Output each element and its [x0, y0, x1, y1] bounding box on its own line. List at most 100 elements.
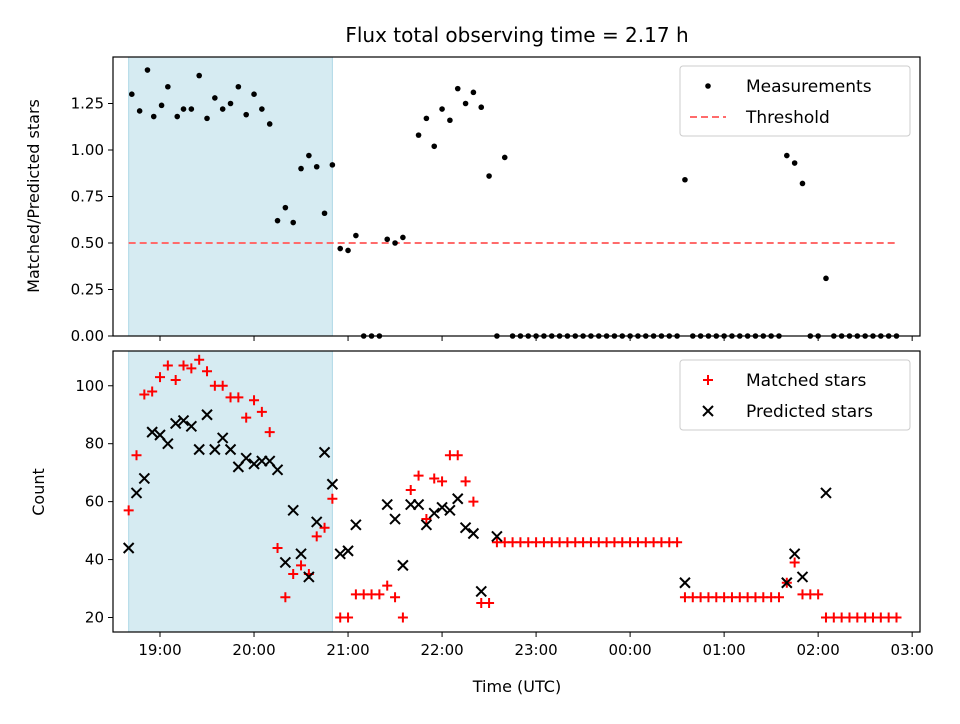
predicted-star-point	[318, 446, 331, 459]
measurement-point	[400, 234, 406, 241]
measurement-point	[486, 173, 492, 179]
measurement-point	[180, 106, 187, 112]
measurement-point	[204, 115, 210, 122]
predicted-star-point	[287, 504, 299, 517]
predicted-star-point	[467, 527, 480, 540]
measurement-point	[290, 219, 297, 226]
predicted-star-point	[452, 493, 464, 505]
ratio-panel: 0.00 0.25 0.50 0.75 1.00 1.25 Measurements Thre…	[71, 56, 921, 345]
measurement-point	[329, 162, 336, 168]
predicted-star-point	[248, 458, 260, 470]
bottom-axes-frame	[112, 350, 921, 633]
measurement-point	[447, 117, 453, 124]
matched-star-point	[460, 476, 471, 487]
matched-star-point	[288, 569, 299, 580]
x-tick-label: 22:00	[420, 641, 463, 659]
measurement-point	[174, 113, 181, 120]
measurement-point	[150, 113, 157, 120]
predicted-star-point	[444, 504, 456, 517]
measurement-point	[321, 210, 328, 217]
measurement-point	[423, 115, 430, 122]
legend-label: Threshold	[745, 108, 830, 128]
x-tick-label: 23:00	[514, 641, 557, 659]
matched-star-point	[374, 589, 385, 600]
predicted-star-point	[475, 585, 487, 598]
measurement-point	[345, 247, 351, 254]
measurement-point	[266, 121, 273, 127]
matched-star-point	[233, 392, 244, 403]
measurement-point	[165, 83, 171, 90]
matched-star-point	[155, 372, 166, 383]
predicted-star-point	[459, 522, 472, 534]
predicted-star-point	[122, 542, 135, 554]
matched-star-point	[162, 360, 173, 371]
measurement-point	[431, 143, 438, 150]
matched-star-point	[264, 427, 275, 438]
matched-star-point	[891, 612, 902, 623]
legend-label: Measurements	[746, 77, 872, 97]
x-tick-label: 00:00	[608, 641, 651, 659]
measurement-point	[799, 180, 806, 187]
measurement-point	[470, 89, 477, 96]
predicted-star-point	[138, 472, 151, 485]
measurement-point	[791, 160, 798, 166]
top-y-axis-label: Matched/Predicted stars	[24, 99, 43, 293]
matched-star-point	[327, 493, 338, 504]
predicted-star-point	[279, 556, 292, 569]
matched-star-point	[249, 395, 260, 406]
matched-star-point	[405, 485, 416, 496]
x-tick-label: 02:00	[797, 641, 840, 659]
matched-star-point	[789, 557, 800, 568]
matched-star-point	[178, 360, 189, 371]
predicted-star-point	[146, 426, 158, 438]
y-tick-label: 1.00	[71, 141, 104, 159]
predicted-star-point	[224, 443, 237, 456]
y-tick-label: 20	[85, 609, 104, 627]
predicted-star-point	[397, 559, 409, 572]
predicted-star-point	[303, 571, 315, 583]
matched-star-point	[256, 406, 267, 417]
bottom-y-axis-label: Count	[29, 468, 48, 516]
x-tick-label: 19:00	[138, 641, 181, 659]
predicted-star-point	[334, 548, 346, 560]
predicted-star-point	[381, 498, 393, 511]
measurement-point	[462, 100, 469, 107]
x-tick-label: 01:00	[703, 641, 746, 659]
predicted-star-point	[788, 548, 801, 560]
top-legend: Measurements Threshold	[679, 65, 911, 137]
predicted-star-point	[350, 519, 362, 531]
matched-star-point	[390, 592, 401, 603]
predicted-star-point	[130, 487, 143, 499]
matched-star-point	[186, 363, 197, 374]
measurement-point	[392, 240, 398, 246]
measurement-point	[337, 245, 344, 252]
count-panel: 20 40 60 80 100 19:00 20:00 21:00 22:00 23:00 00:0…	[75, 350, 934, 659]
measurement-point	[158, 102, 165, 109]
matched-star-point	[131, 450, 142, 461]
predicted-star-point	[295, 548, 307, 560]
chart-title: Flux total observing time = 2.17 h	[345, 23, 688, 47]
predicted-star-point	[216, 432, 229, 444]
matched-star-point	[311, 531, 322, 542]
predicted-star-point	[311, 516, 323, 528]
measurement-point	[227, 100, 234, 107]
matched-star-point	[429, 473, 440, 484]
measurement-point	[196, 72, 202, 79]
matched-star-point	[280, 592, 291, 603]
measurement-point	[136, 108, 143, 114]
measurement-point	[274, 217, 281, 224]
matched-star-point	[170, 374, 181, 385]
matched-star-point	[272, 542, 283, 553]
measurement-point	[353, 232, 359, 239]
predicted-star-point	[820, 487, 832, 499]
predicted-star-point	[201, 409, 213, 421]
matched-star-point	[343, 612, 354, 623]
y-tick-label: 80	[85, 435, 104, 453]
matched-star-point	[672, 537, 683, 548]
y-tick-label: 0.50	[71, 234, 104, 252]
matched-star-point	[194, 354, 205, 365]
measurement-point	[784, 152, 790, 159]
matched-star-point	[202, 366, 213, 377]
measurement-point	[188, 106, 195, 112]
